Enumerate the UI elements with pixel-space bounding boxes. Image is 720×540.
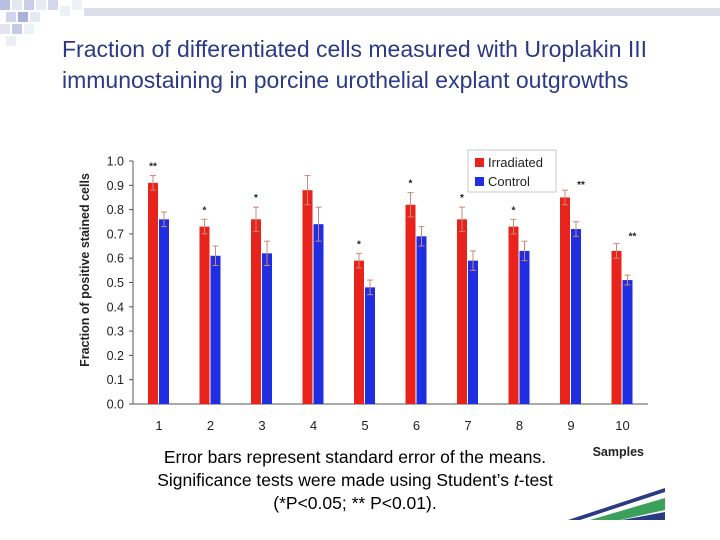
x-tick-label: 4	[310, 418, 317, 433]
bar-irradiated-1	[148, 182, 158, 404]
significance-marker: *	[512, 205, 516, 216]
bar-irradiated-6	[405, 204, 416, 404]
x-tick-label: 5	[361, 418, 368, 433]
x-tick-label: 9	[567, 418, 574, 433]
bar-control-8	[519, 250, 530, 404]
bar-control-5	[365, 287, 375, 404]
bar-control-10	[622, 280, 633, 404]
slide-title: Fraction of differentiated cells measure…	[62, 36, 648, 93]
caption-line-1: Error bars represent standard error of t…	[163, 447, 547, 467]
bar-irradiated-4	[302, 190, 313, 404]
caption-line-2-pre: Significance tests were made using Stude…	[157, 470, 514, 490]
x-tick-label: 7	[464, 418, 471, 433]
chart-labels: 0.0 0.1 0.2 0.3 0.4 0.5 0.6 0.7 0.8 0.9 1.0 Fractio…	[78, 155, 644, 460]
y-tick-label: 0.9	[107, 179, 124, 193]
significance-marker: *	[460, 193, 464, 204]
bar-irradiated-2	[199, 226, 210, 404]
caption-line-2: Significance tests were made using Stude…	[90, 469, 620, 492]
bar-irradiated-9	[560, 197, 570, 404]
x-tick-label: 3	[258, 418, 265, 433]
significance-marker: **	[629, 232, 637, 243]
significance-marker: *	[254, 193, 258, 204]
bar-control-9	[571, 229, 581, 404]
y-tick-label: 0.4	[107, 300, 124, 314]
y-tick-label: 0.6	[107, 252, 124, 266]
y-tick-label: 0.8	[107, 203, 124, 217]
bar-control-2	[210, 255, 221, 404]
bar-irradiated-7	[457, 219, 467, 404]
legend-box	[467, 149, 557, 193]
bar-irradiated-5	[354, 260, 364, 404]
figure-caption: Error bars represent standard error of t…	[90, 446, 620, 515]
legend-label-irradiated: Irradiated	[488, 155, 543, 170]
significance-marker: *	[357, 239, 361, 250]
top-gradient-bar	[84, 8, 720, 16]
y-tick-label: 0.1	[107, 373, 124, 387]
bar-control-6	[416, 236, 427, 404]
bar-control-7	[468, 260, 478, 404]
x-tick-label: 1	[155, 418, 162, 433]
y-tick-label: 0.3	[107, 325, 124, 339]
x-tick-label: 8	[516, 418, 523, 433]
x-tick-label: 10	[615, 418, 629, 433]
bar-control-4	[313, 224, 324, 404]
bar-irradiated-10	[611, 250, 622, 404]
bar-irradiated-8	[508, 226, 519, 404]
caption-line-2-italic: t	[513, 470, 519, 490]
corner-swoosh-decoration	[568, 488, 665, 520]
significance-marker: *	[409, 179, 413, 190]
y-tick-label: 0.5	[107, 276, 124, 290]
bar-irradiated-3	[251, 219, 261, 404]
y-tick-label: 0.0	[107, 398, 124, 412]
caption-line-2-post: -test	[518, 470, 553, 490]
y-tick-label: 1.0	[107, 155, 124, 169]
chart-legend: Irradiated Control	[467, 149, 557, 193]
caption-line-3: (*P<0.05; ** P<0.01).	[273, 493, 437, 513]
chart-bars	[148, 175, 633, 404]
bar-control-1	[159, 219, 169, 404]
corner-checker-pattern	[0, 0, 82, 46]
significance-marker: *	[203, 205, 207, 216]
x-tick-label: 2	[207, 418, 214, 433]
legend-swatch-irradiated	[475, 158, 484, 167]
legend-label-control: Control	[488, 174, 530, 189]
significance-marker: **	[577, 180, 585, 191]
x-axis-label: Samples	[593, 445, 644, 459]
y-axis-label: Fraction of positive stained cells	[78, 173, 92, 367]
legend-swatch-control	[475, 177, 484, 186]
x-tick-label: 6	[413, 418, 420, 433]
y-tick-label: 0.2	[107, 349, 124, 363]
bar-control-3	[262, 253, 272, 404]
significance-marker: **	[149, 162, 157, 173]
y-tick-label: 0.7	[107, 227, 124, 241]
